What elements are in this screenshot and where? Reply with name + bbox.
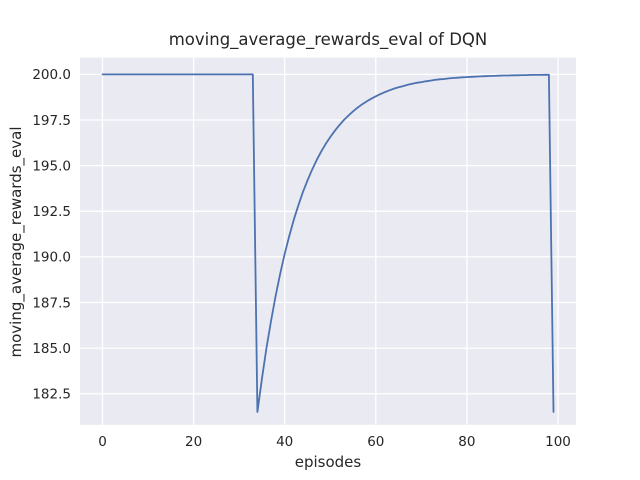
y-tick-label: 182.5 [32, 387, 71, 403]
x-tick-label: 0 [98, 434, 107, 450]
x-tick-label: 60 [367, 434, 384, 450]
x-tick-label: 100 [545, 434, 571, 450]
y-tick-label: 187.5 [32, 295, 71, 311]
x-tick-label: 80 [458, 434, 475, 450]
y-tick-label: 185.0 [32, 341, 71, 357]
y-axis-label: moving_average_rewards_eval [7, 126, 25, 358]
y-tick-label: 190.0 [32, 250, 71, 266]
y-tick-label: 197.5 [32, 113, 71, 129]
x-tick-label: 40 [276, 434, 293, 450]
x-axis-label: episodes [294, 453, 362, 471]
y-tick-label: 200.0 [32, 67, 71, 83]
series-line [101, 73, 555, 413]
chart-title: moving_average_rewards_eval of DQN [168, 30, 488, 49]
y-tick-label: 195.0 [32, 158, 71, 174]
plot-area [80, 57, 576, 425]
x-tick-label: 20 [185, 434, 202, 450]
y-tick-label: 192.5 [32, 204, 71, 220]
